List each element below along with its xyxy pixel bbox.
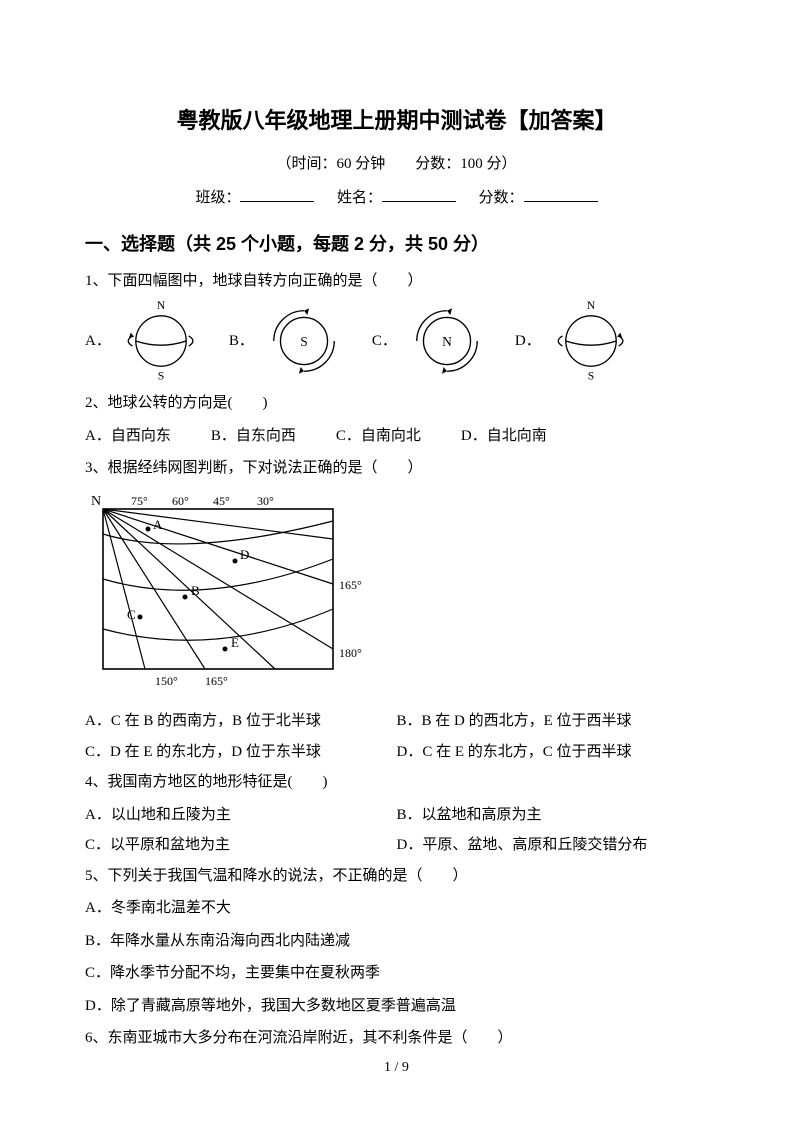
- svg-text:N: N: [91, 494, 101, 509]
- q1-a-label: A．: [85, 327, 111, 356]
- q1-opt-d: D． N S: [515, 299, 633, 383]
- globe-a-icon: N S: [119, 299, 203, 383]
- q3-opts-row1: A．C 在 B 的西南方，B 位于北半球 B．B 在 D 的西北方，E 位于西半…: [85, 707, 708, 736]
- q1-text: 1、下面四幅图中，地球自转方向正确的是（ ）: [85, 267, 708, 296]
- subtitle: （时间：60 分钟 分数：100 分）: [85, 150, 708, 179]
- q4-opts-row1: A．以山地和丘陵为主 B．以盆地和高原为主: [85, 801, 708, 830]
- q4-a: A．以山地和丘陵为主: [85, 801, 397, 830]
- q1-c-label: C．: [372, 327, 397, 356]
- q1-opt-b: B． S: [229, 299, 346, 383]
- name-blank[interactable]: [382, 187, 456, 202]
- q1-d-label: D．: [515, 327, 541, 356]
- graticule-map-icon: N 75° 60° 45° 30° A D B C E 165° 180° 15…: [85, 489, 385, 689]
- svg-text:D: D: [240, 547, 249, 562]
- q5-text: 5、下列关于我国气温和降水的说法，不正确的是（ ）: [85, 862, 708, 891]
- svg-text:N: N: [442, 335, 452, 350]
- globe-c-icon: N: [405, 299, 489, 383]
- score-label: 分数：: [479, 190, 524, 206]
- svg-text:30°: 30°: [257, 494, 274, 508]
- q5-a: A．冬季南北温差不大: [85, 894, 708, 923]
- q4-opts-row2: C．以平原和盆地为主 D．平原、盆地、高原和丘陵交错分布: [85, 831, 708, 860]
- q4-text: 4、我国南方地区的地形特征是( ): [85, 768, 708, 797]
- q1-opt-a: A． N S: [85, 299, 203, 383]
- svg-text:S: S: [300, 335, 307, 350]
- svg-text:C: C: [127, 607, 136, 622]
- q2-a: A．自西向东: [85, 422, 171, 451]
- q5-d: D．除了青藏高原等地外，我国大多数地区夏季普遍高温: [85, 992, 708, 1021]
- q2-d: D．自北向南: [461, 422, 547, 451]
- q4-c: C．以平原和盆地为主: [85, 831, 397, 860]
- q5-b: B．年降水量从东南沿海向西北内陆递减: [85, 927, 708, 956]
- svg-text:S: S: [587, 370, 594, 383]
- globe-b-icon: S: [262, 299, 346, 383]
- page-title: 粤教版八年级地理上册期中测试卷【加答案】: [85, 100, 708, 142]
- q4-d: D．平原、盆地、高原和丘陵交错分布: [397, 831, 709, 860]
- q2-c: C．自南向北: [336, 422, 421, 451]
- q3-map: N 75° 60° 45° 30° A D B C E 165° 180° 15…: [85, 489, 708, 700]
- q2-text: 2、地球公转的方向是( ): [85, 389, 708, 418]
- svg-text:B: B: [191, 583, 200, 598]
- svg-text:N: N: [586, 300, 595, 313]
- q1-options: A． N S B． S C． N: [85, 299, 708, 383]
- score-blank[interactable]: [524, 187, 598, 202]
- q4-b: B．以盆地和高原为主: [397, 801, 709, 830]
- q3-opts-row2: C．D 在 E 的东北方，D 位于东半球 D．C 在 E 的东北方，C 位于西半…: [85, 738, 708, 767]
- q3-b: B．B 在 D 的西北方，E 位于西半球: [397, 707, 709, 736]
- svg-text:180°: 180°: [339, 646, 362, 660]
- svg-text:45°: 45°: [213, 494, 230, 508]
- svg-text:60°: 60°: [172, 494, 189, 508]
- class-blank[interactable]: [240, 187, 314, 202]
- q2-options: A．自西向东 B．自东向西 C．自南向北 D．自北向南: [85, 422, 708, 451]
- svg-text:150°: 150°: [155, 674, 178, 688]
- page-number: 1 / 9: [0, 1055, 793, 1082]
- q6-text: 6、东南亚城市大多分布在河流沿岸附近，其不利条件是（ ）: [85, 1024, 708, 1053]
- q3-c: C．D 在 E 的东北方，D 位于东半球: [85, 738, 397, 767]
- q3-d: D．C 在 E 的东北方，C 位于西半球: [397, 738, 709, 767]
- svg-text:165°: 165°: [205, 674, 228, 688]
- svg-text:N: N: [157, 300, 166, 313]
- section-1-heading: 一、选择题（共 25 个小题，每题 2 分，共 50 分）: [85, 227, 708, 261]
- q2-b: B．自东向西: [211, 422, 296, 451]
- globe-d-icon: N S: [549, 299, 633, 383]
- q1-opt-c: C． N: [372, 299, 489, 383]
- q3-text: 3、根据经纬网图判断，下对说法正确的是（ ）: [85, 454, 708, 483]
- svg-text:E: E: [231, 635, 239, 650]
- svg-text:S: S: [158, 370, 165, 383]
- svg-text:165°: 165°: [339, 578, 362, 592]
- class-label: 班级：: [195, 190, 240, 206]
- form-line: 班级： 姓名： 分数：: [85, 184, 708, 213]
- svg-text:75°: 75°: [131, 494, 148, 508]
- svg-text:A: A: [153, 517, 163, 532]
- name-label: 姓名：: [337, 190, 382, 206]
- q3-a: A．C 在 B 的西南方，B 位于北半球: [85, 707, 397, 736]
- q1-b-label: B．: [229, 327, 254, 356]
- q5-c: C．降水季节分配不均，主要集中在夏秋两季: [85, 959, 708, 988]
